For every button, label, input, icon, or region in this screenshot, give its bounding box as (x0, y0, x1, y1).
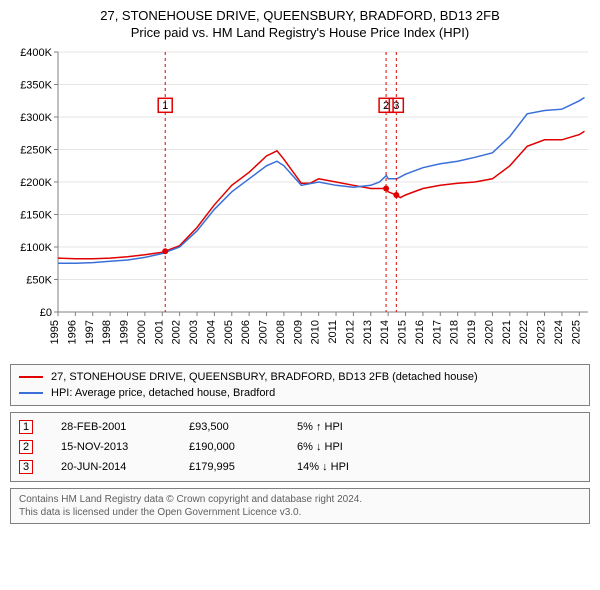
svg-text:2: 2 (383, 100, 389, 112)
svg-text:2023: 2023 (536, 320, 548, 344)
legend-row-0: 27, STONEHOUSE DRIVE, QUEENSBURY, BRADFO… (19, 369, 581, 385)
svg-text:2010: 2010 (310, 320, 322, 344)
svg-text:2022: 2022 (518, 320, 530, 344)
sale-dot-1 (162, 248, 168, 254)
sales-marker-icon: 1 (19, 420, 33, 434)
legend: 27, STONEHOUSE DRIVE, QUEENSBURY, BRADFO… (10, 364, 590, 406)
sale-dot-2 (383, 186, 389, 192)
credit-line2: This data is licensed under the Open Gov… (19, 506, 581, 519)
svg-text:2002: 2002 (171, 320, 183, 344)
legend-swatch (19, 376, 43, 378)
svg-text:2018: 2018 (449, 320, 461, 344)
svg-text:£350K: £350K (20, 80, 52, 92)
sale-dot-3 (393, 192, 399, 198)
sales-delta: 6% ↓ HPI (297, 441, 387, 453)
sales-marker-icon: 3 (19, 460, 33, 474)
svg-text:1995: 1995 (49, 320, 61, 344)
svg-text:2000: 2000 (136, 320, 148, 344)
svg-text:2015: 2015 (397, 320, 409, 344)
credit-line1: Contains HM Land Registry data © Crown c… (19, 493, 581, 506)
sales-delta: 5% ↑ HPI (297, 421, 387, 433)
svg-text:2021: 2021 (501, 320, 513, 344)
legend-label: HPI: Average price, detached house, Brad… (51, 387, 275, 399)
svg-text:2017: 2017 (431, 320, 443, 344)
legend-swatch (19, 392, 43, 394)
svg-text:2014: 2014 (379, 320, 391, 344)
chart-title-address: 27, STONEHOUSE DRIVE, QUEENSBURY, BRADFO… (10, 8, 590, 23)
svg-text:2011: 2011 (327, 320, 339, 344)
sales-date: 20-JUN-2014 (61, 461, 161, 473)
svg-text:2019: 2019 (466, 320, 478, 344)
sales-date: 28-FEB-2001 (61, 421, 161, 433)
data-credit: Contains HM Land Registry data © Crown c… (10, 488, 590, 524)
svg-text:£150K: £150K (20, 210, 52, 222)
svg-text:2003: 2003 (188, 320, 200, 344)
legend-row-1: HPI: Average price, detached house, Brad… (19, 385, 581, 401)
svg-text:£200K: £200K (20, 177, 52, 189)
price-chart: £0 £50K £100K £150K £200K £250K £300K £350K £400… (10, 48, 590, 358)
chart-title-sub: Price paid vs. HM Land Registry's House … (10, 25, 590, 40)
svg-text:1997: 1997 (84, 320, 96, 344)
svg-text:2004: 2004 (205, 320, 217, 344)
series-property (58, 131, 585, 258)
sales-marker-icon: 2 (19, 440, 33, 454)
svg-text:2008: 2008 (275, 320, 287, 344)
svg-text:2024: 2024 (553, 320, 565, 344)
svg-text:1996: 1996 (66, 320, 78, 344)
svg-text:2020: 2020 (483, 320, 495, 344)
svg-text:2009: 2009 (292, 320, 304, 344)
svg-text:1999: 1999 (119, 320, 131, 344)
sales-table: 1 28-FEB-2001 £93,500 5% ↑ HPI 2 15-NOV-2013 £… (10, 412, 590, 482)
svg-text:1: 1 (162, 100, 168, 112)
sales-delta: 14% ↓ HPI (297, 461, 387, 473)
svg-text:1998: 1998 (101, 320, 113, 344)
legend-label: 27, STONEHOUSE DRIVE, QUEENSBURY, BRADFO… (51, 371, 478, 383)
svg-text:£400K: £400K (20, 48, 52, 59)
sales-price: £93,500 (189, 421, 269, 433)
series-hpi (58, 98, 585, 264)
sales-row-1: 1 28-FEB-2001 £93,500 5% ↑ HPI (19, 417, 581, 437)
svg-text:3: 3 (393, 100, 399, 112)
svg-text:£50K: £50K (26, 275, 52, 287)
svg-text:2006: 2006 (240, 320, 252, 344)
svg-text:£250K: £250K (20, 145, 52, 157)
svg-text:£100K: £100K (20, 242, 52, 254)
svg-text:2025: 2025 (570, 320, 582, 344)
svg-text:£0: £0 (40, 307, 52, 319)
sales-date: 15-NOV-2013 (61, 441, 161, 453)
sales-row-3: 3 20-JUN-2014 £179,995 14% ↓ HPI (19, 457, 581, 477)
svg-text:2016: 2016 (414, 320, 426, 344)
sales-price: £179,995 (189, 461, 269, 473)
svg-text:2012: 2012 (344, 320, 356, 344)
svg-text:2013: 2013 (362, 320, 374, 344)
sales-price: £190,000 (189, 441, 269, 453)
svg-text:2001: 2001 (153, 320, 165, 344)
chart-titles: 27, STONEHOUSE DRIVE, QUEENSBURY, BRADFO… (10, 8, 590, 40)
svg-text:£300K: £300K (20, 112, 52, 124)
sales-row-2: 2 15-NOV-2013 £190,000 6% ↓ HPI (19, 437, 581, 457)
svg-text:2005: 2005 (223, 320, 235, 344)
svg-text:2007: 2007 (258, 320, 270, 344)
